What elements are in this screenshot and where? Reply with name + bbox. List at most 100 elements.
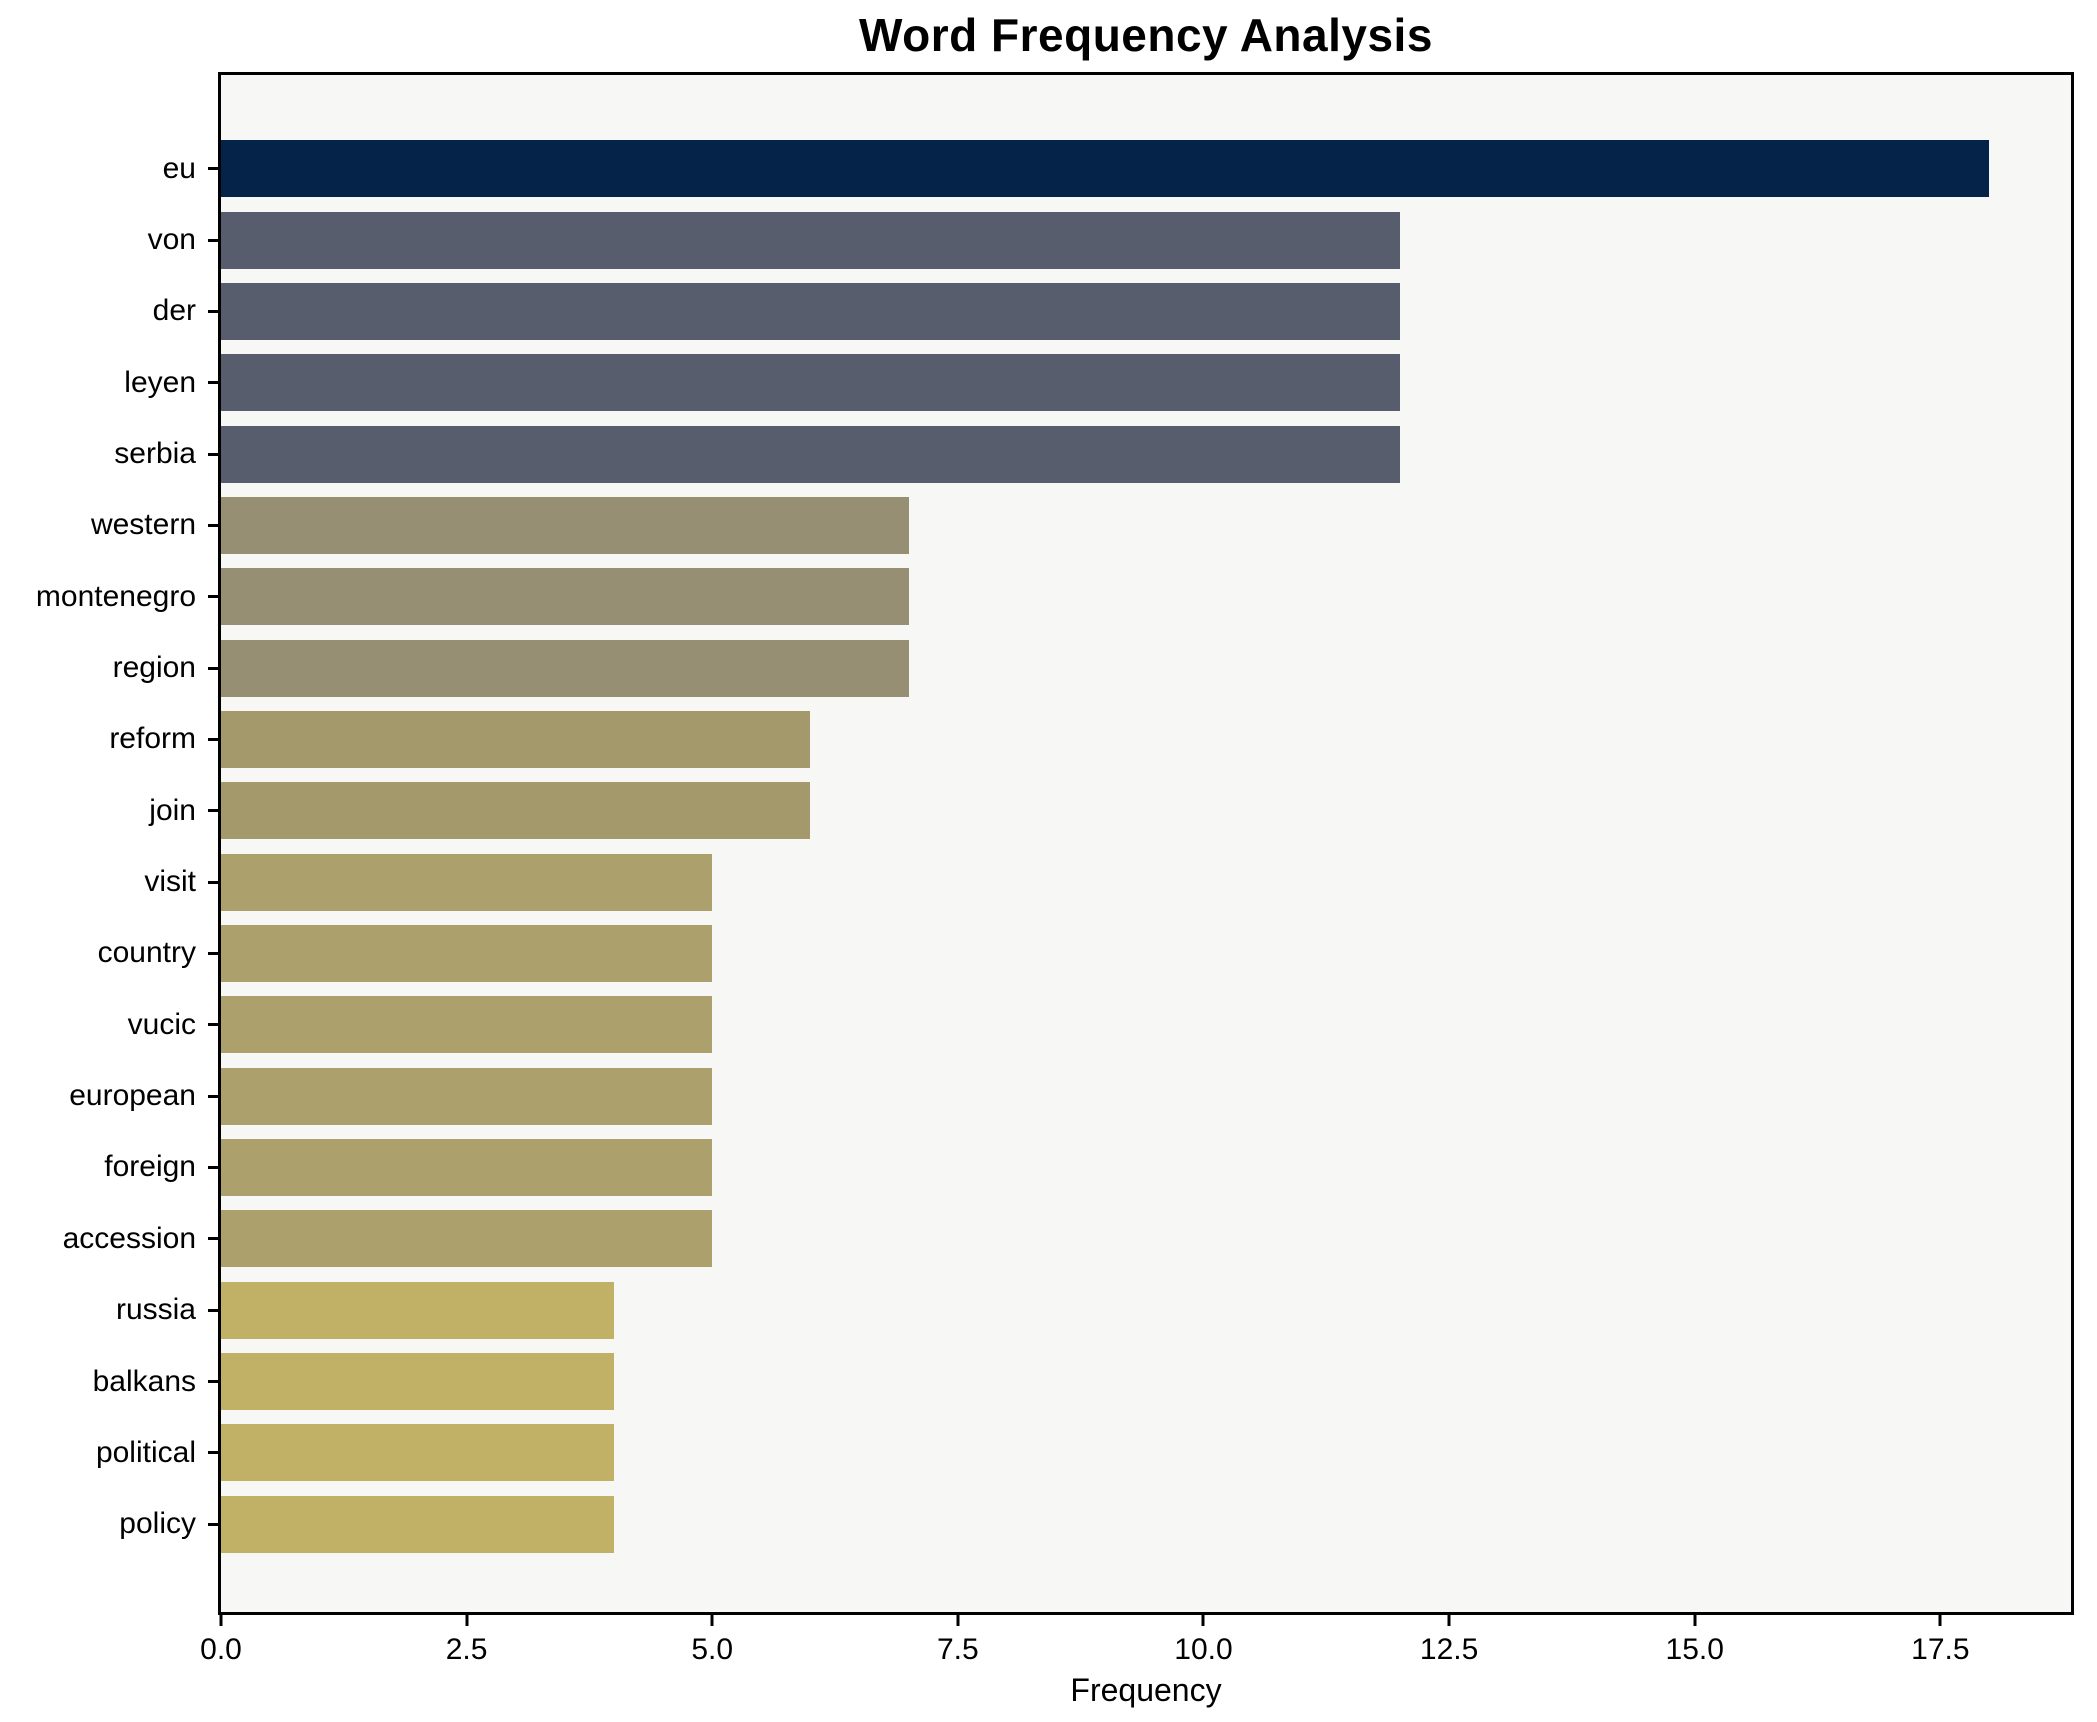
y-tick-mark xyxy=(208,1451,218,1455)
bar-row xyxy=(221,1275,2071,1346)
y-tick-mark xyxy=(208,1237,218,1241)
bar-row xyxy=(221,1346,2071,1417)
bar-row xyxy=(221,561,2071,632)
x-tick-label-0.0: 0.0 xyxy=(200,1633,242,1666)
x-tick-mark xyxy=(1201,1615,1205,1626)
x-tick-label-2.5: 2.5 xyxy=(445,1633,488,1666)
y-tick-label-foreign: foreign xyxy=(104,1150,196,1184)
y-tick-label-accession: accession xyxy=(62,1221,196,1255)
y-tick-label-leyen: leyen xyxy=(124,365,196,399)
bar-russia xyxy=(221,1281,614,1339)
bar-row xyxy=(221,418,2071,489)
bar-leyen xyxy=(221,354,1400,412)
x-axis-title: Frequency xyxy=(1070,1672,1222,1708)
y-tick-mark xyxy=(208,238,218,242)
y-tick-mark xyxy=(208,1094,218,1098)
y-tick-mark xyxy=(208,1522,218,1526)
y-tick-label-visit: visit xyxy=(144,865,196,899)
bar-country xyxy=(221,924,713,982)
y-tick-label-country: country xyxy=(97,936,196,970)
x-tick-mark xyxy=(1693,1615,1697,1626)
y-tick-label-reform: reform xyxy=(109,722,196,756)
y-tick-mark xyxy=(208,880,218,884)
bar-row xyxy=(221,490,2071,561)
y-tick-label-von: von xyxy=(147,223,196,257)
y-tick-mark xyxy=(208,595,218,599)
y-tick-mark xyxy=(208,309,218,313)
x-tick-mark xyxy=(219,1615,223,1626)
y-tick-label-eu: eu xyxy=(162,151,196,185)
bar-visit xyxy=(221,853,713,911)
bars xyxy=(221,75,2071,1612)
bar-row xyxy=(221,918,2071,989)
bar-der xyxy=(221,282,1400,340)
y-label-row: european xyxy=(0,1060,218,1131)
x-tick-label-15.0: 15.0 xyxy=(1665,1633,1724,1666)
bar-row xyxy=(221,1203,2071,1274)
bar-join xyxy=(221,782,811,840)
bar-row xyxy=(221,1489,2071,1560)
bar-row xyxy=(221,276,2071,347)
y-tick-mark xyxy=(208,167,218,171)
y-label-row: vucic xyxy=(0,989,218,1060)
y-tick-mark xyxy=(208,1380,218,1384)
y-tick-label-join: join xyxy=(149,793,196,827)
y-label-row: policy xyxy=(0,1489,218,1560)
y-label-row: accession xyxy=(0,1203,218,1274)
bar-row xyxy=(221,775,2071,846)
x-tick-label-10.0: 10.0 xyxy=(1174,1633,1233,1666)
bar-row xyxy=(221,1060,2071,1131)
y-axis-labels: eu von der leyen serbia western montenegro regi… xyxy=(0,75,218,1612)
bar-balkans xyxy=(221,1353,614,1411)
y-tick-mark xyxy=(208,1165,218,1169)
y-tick-mark xyxy=(208,737,218,741)
y-tick-label-vucic: vucic xyxy=(127,1007,196,1041)
y-label-row: serbia xyxy=(0,418,218,489)
chart-title: Word Frequency Analysis xyxy=(859,9,1433,61)
y-label-row: leyen xyxy=(0,347,218,418)
bar-political xyxy=(221,1424,614,1482)
y-label-row: join xyxy=(0,775,218,846)
y-tick-label-western: western xyxy=(90,508,196,542)
y-tick-label-der: der xyxy=(152,294,196,328)
y-label-row: western xyxy=(0,490,218,561)
bar-vucic xyxy=(221,996,713,1054)
y-label-row: country xyxy=(0,918,218,989)
y-tick-mark xyxy=(208,1308,218,1312)
y-label-row: von xyxy=(0,204,218,275)
y-tick-mark xyxy=(208,523,218,527)
bar-policy xyxy=(221,1495,614,1553)
x-tick-label-12.5: 12.5 xyxy=(1419,1633,1479,1666)
y-label-row: political xyxy=(0,1417,218,1488)
y-tick-label-serbia: serbia xyxy=(114,437,196,471)
x-axis-ticks: 0.0 2.5 5.0 7.5 10.0 12.5 15.0 17.5 xyxy=(200,1615,2071,1685)
y-label-row: balkans xyxy=(0,1346,218,1417)
y-tick-label-russia: russia xyxy=(115,1293,196,1327)
y-label-row: eu xyxy=(0,133,218,204)
y-tick-mark xyxy=(208,381,218,385)
y-label-row: visit xyxy=(0,846,218,917)
bar-accession xyxy=(221,1210,713,1268)
x-tick-label-5.0: 5.0 xyxy=(691,1633,734,1666)
y-tick-mark xyxy=(208,1023,218,1027)
y-tick-mark xyxy=(208,452,218,456)
x-tick-label-17.5: 17.5 xyxy=(1911,1633,1970,1666)
y-tick-mark xyxy=(208,951,218,955)
x-tick-mark xyxy=(465,1615,469,1626)
bar-row xyxy=(221,1417,2071,1488)
bar-row xyxy=(221,133,2071,204)
y-tick-mark xyxy=(208,666,218,670)
y-tick-label-balkans: balkans xyxy=(92,1364,196,1398)
x-tick-mark xyxy=(956,1615,960,1626)
bar-montenegro xyxy=(221,568,909,626)
bar-row xyxy=(221,632,2071,703)
y-tick-mark xyxy=(208,809,218,813)
y-label-row: region xyxy=(0,632,218,703)
plot-area xyxy=(218,72,2074,1615)
y-label-row: der xyxy=(0,276,218,347)
x-tick-mark xyxy=(710,1615,714,1626)
bar-row xyxy=(221,846,2071,917)
x-tick-mark xyxy=(1938,1615,1942,1626)
y-tick-label-policy: policy xyxy=(119,1507,196,1541)
